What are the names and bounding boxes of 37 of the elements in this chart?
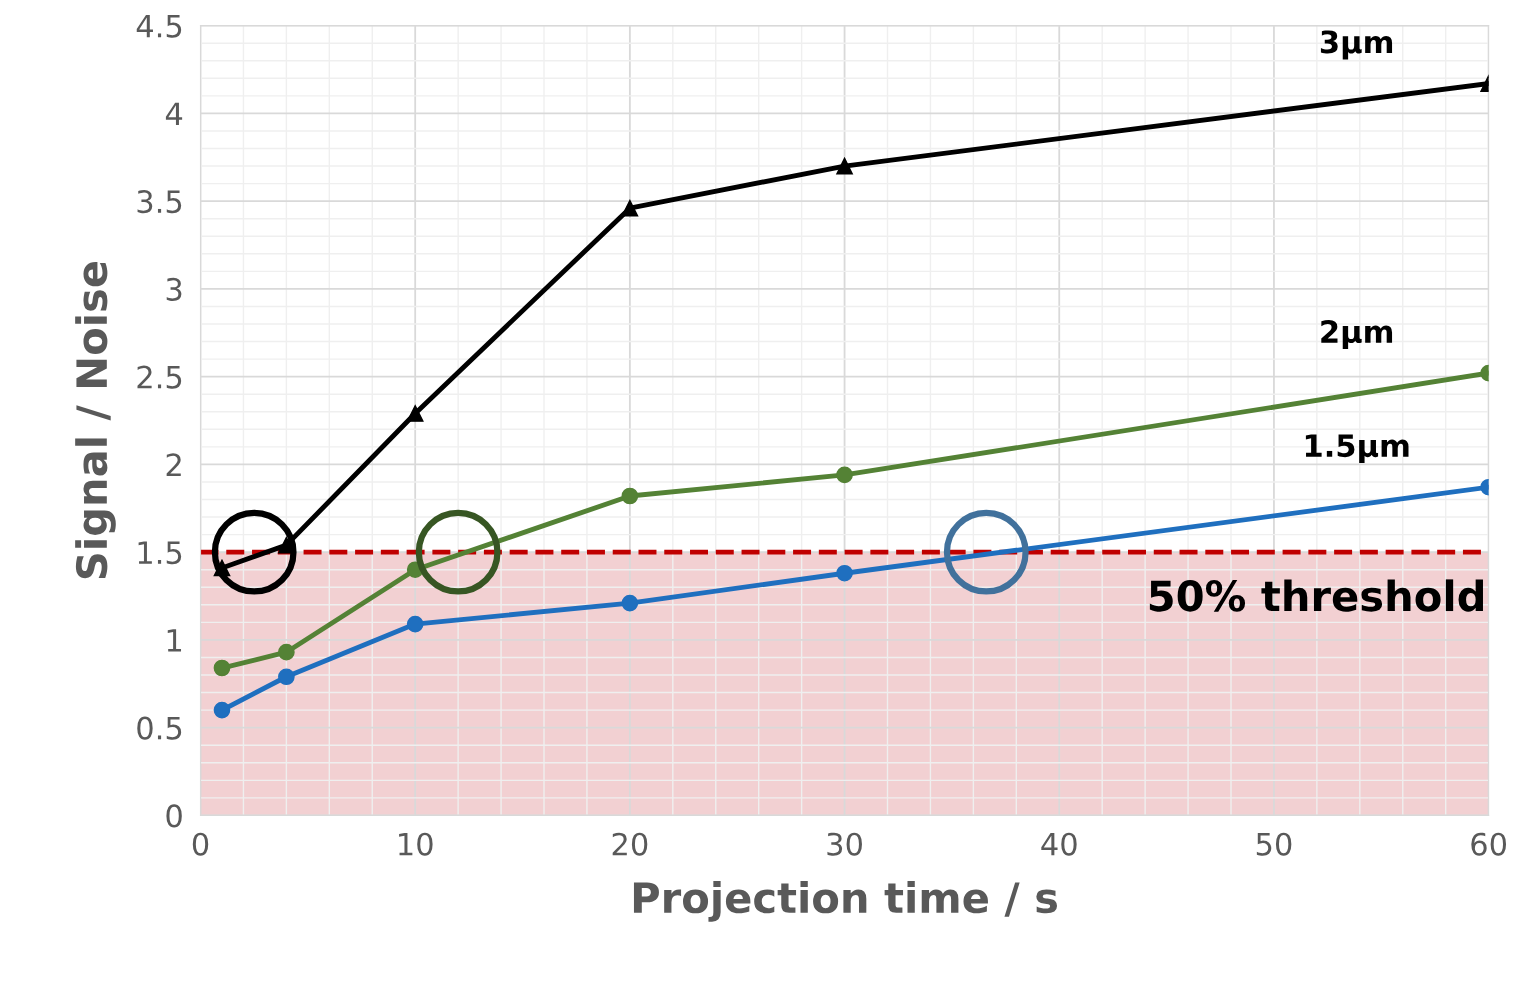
band-label: 50% threshold: [1149, 579, 1483, 612]
y-tick-label: 2.5: [137, 365, 182, 389]
point: [415, 509, 501, 595]
point: [213, 701, 231, 719]
point: [836, 157, 853, 175]
y-tick-label: 2: [166, 453, 181, 477]
y-tick-label: 1: [167, 629, 182, 652]
y-tick-label: 3.5: [137, 190, 182, 214]
point: [621, 199, 639, 217]
y-tick-label: 4: [165, 102, 183, 125]
point: [836, 564, 853, 582]
y-tick-label: 0.5: [137, 716, 182, 740]
point: [278, 643, 295, 661]
point: [406, 405, 424, 422]
series-label: 1.5μm: [1305, 434, 1409, 464]
point: [278, 668, 295, 686]
series-label: 2μm: [1321, 319, 1393, 350]
x-tick-label: 40: [1041, 832, 1077, 856]
x-tick-label: 30: [827, 832, 862, 856]
y-tick-label: 3: [166, 277, 182, 301]
y-tick-label: 4.5: [136, 14, 182, 38]
x-tick-label: 60: [1471, 832, 1507, 856]
point: [213, 659, 231, 677]
x-tick-label: 50: [1256, 832, 1292, 856]
x-axis-title: Projection time / s: [633, 881, 1058, 922]
point: [621, 594, 639, 612]
point: [943, 509, 1029, 595]
x-tick-label: 20: [612, 832, 648, 856]
y-tick-label: 0: [166, 804, 182, 828]
x-tick-label: 0: [192, 832, 209, 856]
y-axis-title: Signal / Noise: [75, 261, 116, 579]
y-tick-label: 1.5: [138, 541, 182, 565]
point: [621, 487, 639, 505]
point: [406, 615, 424, 633]
point: [836, 466, 853, 484]
series-label: 3μm: [1320, 30, 1393, 60]
x-tick-label: 10: [399, 832, 433, 856]
